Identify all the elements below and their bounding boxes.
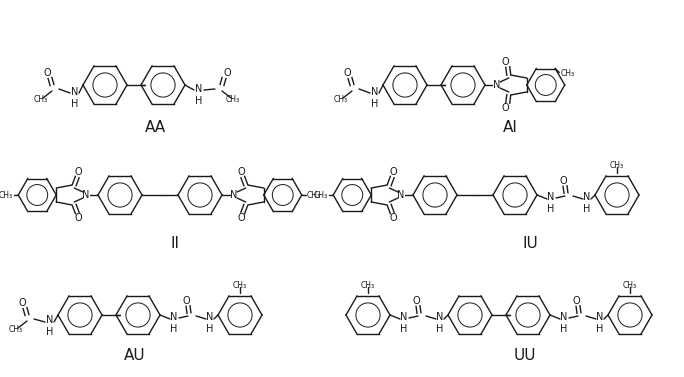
Text: II: II <box>170 236 179 250</box>
Text: CH₃: CH₃ <box>560 69 575 78</box>
Text: H: H <box>400 324 408 334</box>
Text: O: O <box>389 213 397 223</box>
Text: O: O <box>412 296 420 306</box>
Text: H: H <box>170 324 178 334</box>
Text: H: H <box>196 96 202 106</box>
Text: N: N <box>231 190 237 200</box>
Text: O: O <box>560 176 567 186</box>
Text: CH₃: CH₃ <box>34 95 48 104</box>
Text: N: N <box>371 87 379 97</box>
Text: CH₃: CH₃ <box>233 280 247 290</box>
Text: UU: UU <box>514 348 536 363</box>
Text: N: N <box>400 312 408 322</box>
Text: O: O <box>75 213 82 223</box>
Text: N: N <box>547 192 555 202</box>
Text: CH₃: CH₃ <box>623 280 637 290</box>
Text: N: N <box>47 315 53 325</box>
Text: N: N <box>207 312 213 322</box>
Text: O: O <box>238 167 246 177</box>
Text: CH₃: CH₃ <box>314 190 328 199</box>
Text: AU: AU <box>124 348 146 363</box>
Text: CH₃: CH₃ <box>9 325 23 334</box>
Text: CH₃: CH₃ <box>226 95 240 104</box>
Text: O: O <box>389 167 397 177</box>
Text: O: O <box>223 68 231 78</box>
Text: N: N <box>71 87 79 97</box>
Text: N: N <box>397 190 405 200</box>
Text: CH₃: CH₃ <box>306 190 321 199</box>
Text: H: H <box>436 324 444 334</box>
Text: H: H <box>47 327 53 337</box>
Text: CH₃: CH₃ <box>0 190 13 199</box>
Text: H: H <box>207 324 213 334</box>
Text: O: O <box>343 68 351 78</box>
Text: AA: AA <box>144 121 166 135</box>
Text: O: O <box>238 213 246 223</box>
Text: H: H <box>583 204 591 214</box>
Text: O: O <box>18 298 26 308</box>
Text: N: N <box>583 192 591 202</box>
Text: N: N <box>436 312 444 322</box>
Text: AI: AI <box>503 121 517 135</box>
Text: N: N <box>596 312 604 322</box>
Text: O: O <box>502 57 510 67</box>
Text: CH₃: CH₃ <box>334 95 348 104</box>
Text: O: O <box>182 296 190 306</box>
Text: O: O <box>502 103 510 113</box>
Text: N: N <box>560 312 568 322</box>
Text: CH₃: CH₃ <box>361 280 375 290</box>
Text: N: N <box>196 84 202 94</box>
Text: H: H <box>71 99 79 109</box>
Text: IU: IU <box>522 236 538 250</box>
Text: N: N <box>82 190 90 200</box>
Text: CH₃: CH₃ <box>610 161 624 170</box>
Text: N: N <box>170 312 178 322</box>
Text: O: O <box>75 167 82 177</box>
Text: H: H <box>560 324 568 334</box>
Text: H: H <box>371 99 379 109</box>
Text: O: O <box>43 68 51 78</box>
Text: H: H <box>547 204 555 214</box>
Text: N: N <box>493 80 501 90</box>
Text: O: O <box>573 296 580 306</box>
Text: H: H <box>596 324 604 334</box>
